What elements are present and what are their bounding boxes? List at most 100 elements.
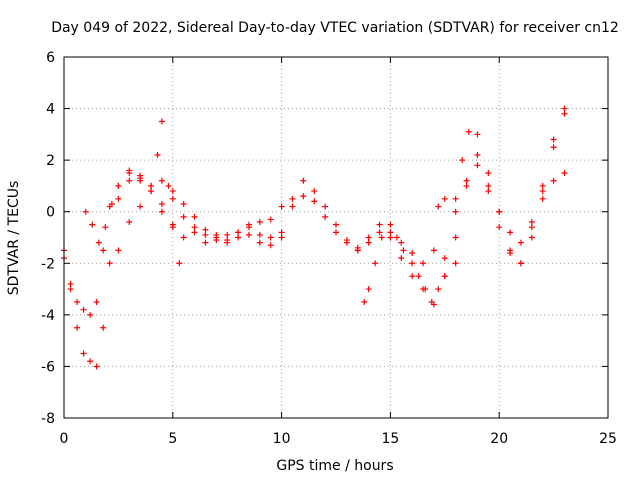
data-point: [191, 229, 198, 236]
data-point: [137, 203, 144, 210]
data-point: [115, 247, 122, 254]
data-point: [378, 234, 385, 241]
data-point: [387, 234, 394, 241]
y-axis-label: SDTVAR / TECUs: [6, 181, 22, 296]
data-point: [95, 239, 102, 246]
data-point: [80, 350, 87, 357]
data-point: [267, 242, 274, 249]
data-point: [561, 110, 568, 117]
data-point: [372, 260, 379, 267]
data-point: [108, 200, 115, 207]
data-point: [561, 105, 568, 112]
data-point: [528, 224, 535, 231]
data-point: [235, 234, 242, 241]
data-point: [169, 188, 176, 195]
series-track-i: [435, 162, 568, 246]
series-track-g: [376, 110, 568, 308]
data-point: [89, 221, 96, 228]
data-point: [485, 182, 492, 189]
data-point: [398, 239, 405, 246]
data-point: [420, 260, 427, 267]
data-point: [452, 260, 459, 267]
data-point: [213, 237, 220, 244]
data-point: [245, 231, 252, 238]
data-point: [365, 234, 372, 241]
data-point: [415, 273, 422, 280]
data-points: [61, 105, 568, 370]
series-track-e: [354, 221, 459, 267]
data-point: [435, 203, 442, 210]
data-point: [333, 229, 339, 236]
data-point: [202, 239, 209, 246]
data-point: [102, 224, 109, 231]
data-point: [507, 229, 514, 236]
data-point: [452, 234, 459, 241]
data-point: [365, 239, 372, 246]
data-point: [561, 170, 568, 177]
data-point: [100, 324, 107, 331]
data-point: [82, 208, 89, 215]
data-point: [74, 324, 81, 331]
data-point: [474, 151, 481, 158]
data-point: [224, 237, 231, 244]
data-point: [393, 234, 400, 241]
data-point: [176, 260, 183, 267]
data-point: [256, 219, 263, 226]
data-point: [387, 229, 394, 236]
data-point: [459, 157, 466, 164]
data-point: [67, 280, 74, 287]
data-point: [165, 182, 172, 189]
y-tick-label: 2: [46, 153, 55, 169]
data-point: [191, 224, 198, 231]
data-point: [474, 162, 481, 169]
data-point: [496, 208, 503, 215]
data-point: [452, 195, 459, 202]
data-point: [158, 208, 165, 215]
data-point: [154, 151, 161, 158]
data-point: [289, 195, 296, 202]
data-point: [517, 239, 524, 246]
data-point: [474, 131, 481, 138]
grid-lines: [64, 57, 608, 418]
y-tick-label: -4: [41, 308, 55, 324]
data-point: [398, 255, 405, 262]
data-point: [180, 234, 187, 241]
data-point: [158, 118, 165, 125]
y-tick-label: 6: [46, 50, 55, 66]
data-point: [93, 363, 100, 370]
data-point: [224, 231, 231, 238]
data-point: [256, 239, 263, 246]
data-point: [409, 273, 416, 280]
data-point: [137, 177, 144, 184]
data-point: [409, 260, 416, 267]
data-point: [539, 182, 546, 189]
data-point: [376, 221, 383, 228]
data-point: [528, 219, 535, 226]
plot-frame: [63, 56, 609, 419]
data-point: [550, 177, 557, 184]
x-tick-label: 10: [273, 431, 291, 447]
data-point: [87, 358, 94, 365]
data-point: [180, 200, 187, 207]
data-point: [333, 221, 339, 228]
data-point: [169, 195, 176, 202]
data-point: [300, 193, 307, 200]
data-point: [158, 200, 165, 207]
data-point: [169, 221, 176, 228]
data-point: [115, 195, 122, 202]
data-point: [485, 170, 492, 177]
data-point: [452, 208, 459, 215]
data-point: [100, 247, 107, 254]
data-point: [311, 188, 318, 195]
data-point: [278, 229, 285, 236]
data-point: [80, 306, 87, 313]
data-point: [430, 247, 437, 254]
data-point: [343, 237, 350, 244]
y-tick-label: 4: [46, 102, 55, 118]
data-point: [311, 198, 318, 205]
data-point: [354, 247, 361, 254]
data-point: [539, 188, 546, 195]
data-point: [106, 260, 113, 267]
